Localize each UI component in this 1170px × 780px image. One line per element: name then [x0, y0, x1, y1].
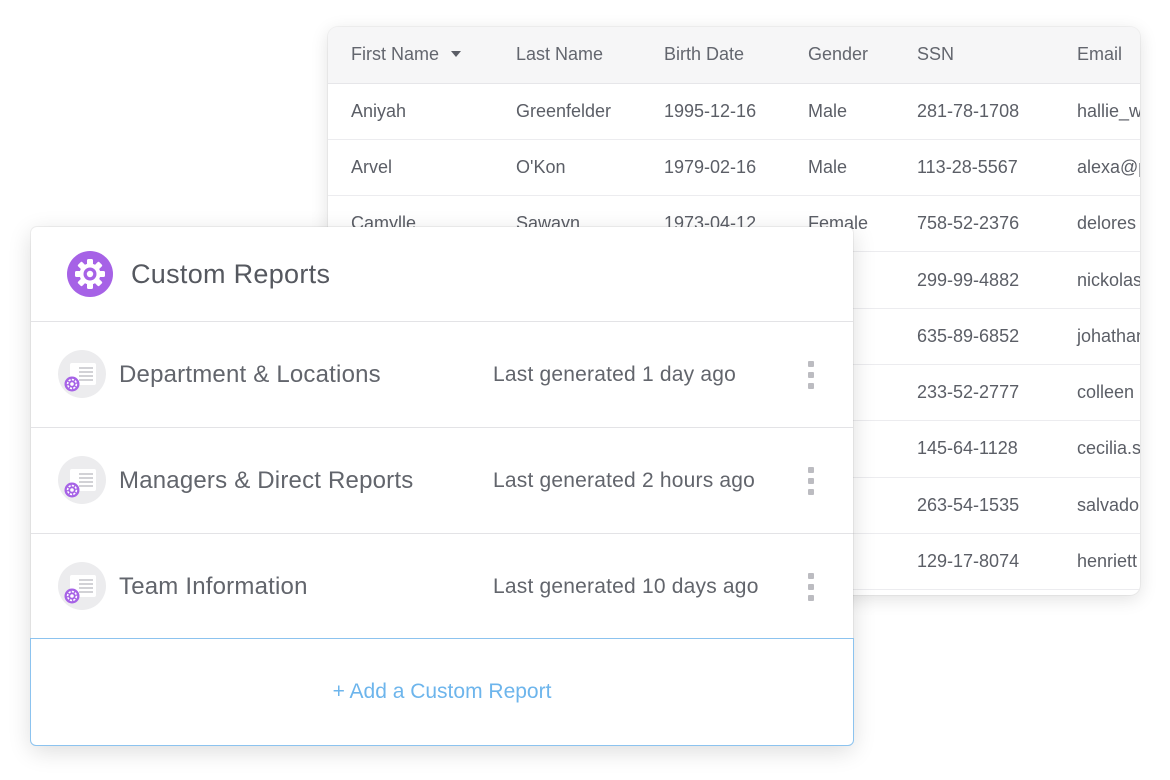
cell-ssn: 129-17-8074: [894, 533, 1054, 591]
page-title: Custom Reports: [131, 258, 331, 289]
column-header-ssn[interactable]: SSN: [894, 27, 1054, 84]
cell-last-name: Greenfelder: [493, 83, 641, 140]
report-name: Team Information: [119, 572, 308, 600]
report-sheet-icon: [58, 456, 106, 504]
cell-gender: Male: [785, 83, 894, 140]
cell-ssn: 113-28-5567: [894, 139, 1054, 197]
more-options-icon[interactable]: [805, 466, 817, 495]
cell-email: hallie_w: [1054, 83, 1140, 140]
table-row[interactable]: Aniyah Greenfelder 1995-12-16 Male 281-78-17…: [328, 83, 1140, 140]
cell-email: henriett: [1054, 533, 1140, 591]
cell-email: delores: [1054, 195, 1140, 253]
report-list: Department & Locations Last generated 1 …: [31, 322, 853, 640]
report-row[interactable]: Managers & Direct Reports Last generated…: [31, 428, 853, 534]
report-row[interactable]: Department & Locations Last generated 1 …: [31, 322, 853, 428]
more-options-icon[interactable]: [805, 572, 817, 601]
cell-gender: Male: [785, 139, 894, 197]
cell-email: salvado: [1054, 477, 1140, 534]
cell-birth-date: 1979-02-16: [641, 139, 785, 197]
column-header-first-name[interactable]: First Name: [328, 27, 493, 84]
sort-caret-icon[interactable]: [451, 50, 462, 57]
report-name: Managers & Direct Reports: [119, 466, 414, 494]
cell-ssn: 145-64-1128: [894, 420, 1054, 478]
cell-ssn: 233-52-2777: [894, 364, 1054, 422]
report-row[interactable]: Team Information Last generated 10 days …: [31, 534, 853, 640]
custom-reports-header: Custom Reports: [31, 227, 853, 322]
cell-birth-date: 1995-12-16: [641, 83, 785, 140]
column-header-label: First Name: [351, 44, 440, 65]
more-options-icon[interactable]: [805, 360, 817, 389]
cell-ssn: 635-89-6852: [894, 308, 1054, 365]
custom-reports-card: Custom Reports Department & Locations La…: [30, 227, 854, 746]
report-last-generated: Last generated 10 days ago: [493, 574, 759, 598]
cell-email: cecilia.s: [1054, 420, 1140, 478]
column-header-email[interactable]: Email: [1054, 27, 1140, 84]
cell-email: alexa@p: [1054, 139, 1140, 197]
cell-email: johathan: [1054, 308, 1140, 365]
cell-last-name: O'Kon: [493, 139, 641, 197]
cell-email: colleen: [1054, 364, 1140, 422]
cell-email: nickolas: [1054, 251, 1140, 309]
report-sheet-icon: [58, 350, 106, 398]
column-header-last-name[interactable]: Last Name: [493, 27, 641, 84]
report-name: Department & Locations: [119, 360, 381, 388]
cell-ssn: 758-52-2376: [894, 195, 1054, 253]
table-row[interactable]: Arvel O'Kon 1979-02-16 Male 113-28-5567 alexa…: [328, 139, 1140, 197]
cell-ssn: 263-54-1535: [894, 477, 1054, 534]
cell-ssn: 299-99-4882: [894, 251, 1054, 309]
report-sheet-icon: [58, 562, 106, 610]
column-header-birth-date[interactable]: Birth Date: [641, 27, 785, 84]
report-last-generated: Last generated 1 day ago: [493, 362, 736, 386]
cell-first-name: Aniyah: [328, 83, 493, 140]
column-header-gender[interactable]: Gender: [785, 27, 894, 84]
add-custom-report-button[interactable]: + Add a Custom Report: [30, 638, 854, 746]
gear-icon: [67, 251, 113, 297]
table-header-row: First Name Last Name Birth Date Gender S…: [328, 27, 1140, 84]
report-last-generated: Last generated 2 hours ago: [493, 468, 756, 492]
cell-ssn: 281-78-1708: [894, 83, 1054, 140]
cell-first-name: Arvel: [328, 139, 493, 197]
